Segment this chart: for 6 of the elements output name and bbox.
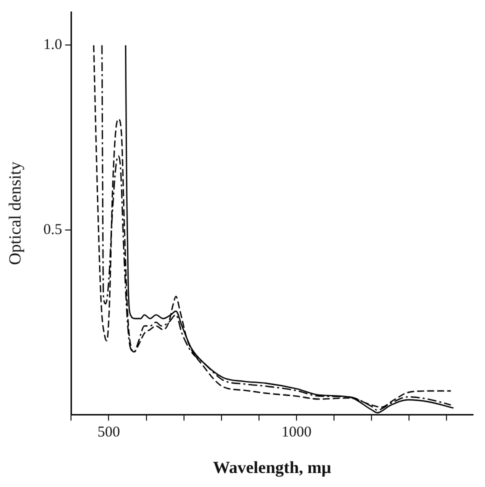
y-tick-label: 0.5 (43, 222, 62, 238)
x-axis-title: Wavelength, mμ (212, 458, 332, 478)
y-axis-title: Optical density (6, 161, 25, 266)
y-tick-label: 1.0 (43, 37, 62, 54)
x-tick-label: 1000 (281, 424, 312, 441)
x-tick-label: 500 (97, 424, 120, 441)
